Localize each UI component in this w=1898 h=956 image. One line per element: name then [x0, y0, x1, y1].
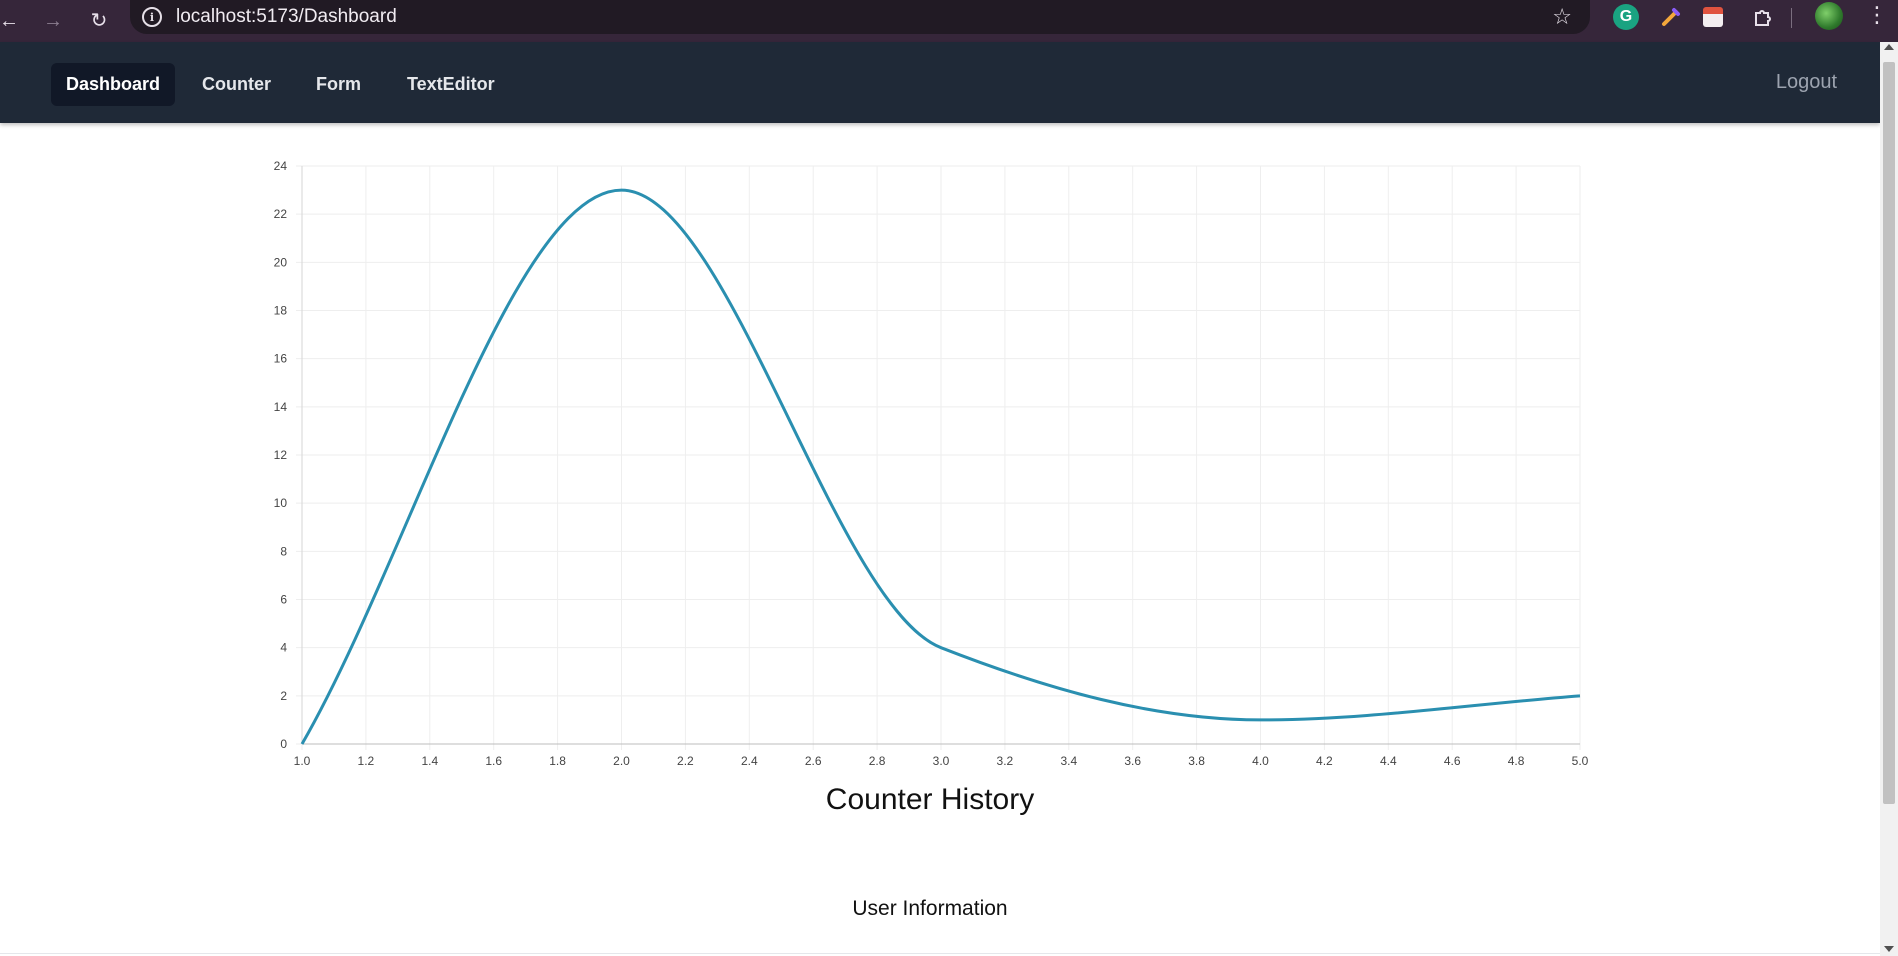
x-tick-label: 2.0 — [613, 754, 630, 768]
grammarly-icon[interactable]: G — [1613, 4, 1639, 30]
chart-title: Counter History — [825, 783, 1035, 816]
kebab-menu-icon[interactable]: ⋮ — [1866, 2, 1888, 27]
y-tick-label: 4 — [280, 641, 287, 655]
y-tick-label: 10 — [274, 496, 288, 510]
y-tick-label: 6 — [280, 593, 287, 607]
x-tick-label: 4.4 — [1380, 754, 1397, 768]
calendar-icon[interactable] — [1703, 7, 1723, 27]
x-tick-label: 3.8 — [1188, 754, 1205, 768]
user-information-heading: User Information — [852, 897, 1008, 920]
arrow-right-icon[interactable]: → — [43, 10, 63, 32]
x-tick-label: 2.8 — [869, 754, 886, 768]
x-tick-label: 4.8 — [1508, 754, 1525, 768]
scroll-down-icon[interactable] — [1884, 946, 1894, 952]
x-tick-label: 2.4 — [741, 754, 758, 768]
color-picker-icon[interactable] — [1658, 4, 1684, 30]
y-tick-label: 0 — [280, 737, 287, 751]
y-tick-label: 24 — [274, 159, 288, 173]
browser-toolbar: ← → ↻ i localhost:5173/Dashboard ☆ G ⋮ — [0, 0, 1898, 42]
x-tick-label: 4.0 — [1252, 754, 1269, 768]
nav-dashboard[interactable]: Dashboard — [51, 63, 176, 106]
x-tick-label: 1.4 — [421, 754, 438, 768]
puzzle-icon[interactable] — [1750, 4, 1776, 30]
y-tick-label: 16 — [274, 352, 288, 366]
scrollbar-thumb[interactable] — [1883, 62, 1895, 804]
y-tick-label: 12 — [274, 448, 288, 462]
y-tick-label: 2 — [280, 689, 287, 703]
x-tick-label: 1.6 — [485, 754, 502, 768]
x-tick-label: 4.2 — [1316, 754, 1333, 768]
x-tick-label: 2.2 — [677, 754, 694, 768]
avatar[interactable] — [1815, 2, 1843, 30]
x-tick-label: 5.0 — [1572, 754, 1589, 768]
address-bar[interactable]: i localhost:5173/Dashboard ☆ — [130, 0, 1590, 34]
y-tick-label: 22 — [274, 207, 288, 221]
x-tick-label: 1.2 — [358, 754, 375, 768]
toolbar-divider — [1791, 8, 1792, 28]
star-icon[interactable]: ☆ — [1552, 4, 1572, 29]
x-tick-label: 4.6 — [1444, 754, 1461, 768]
x-tick-label: 3.4 — [1060, 754, 1077, 768]
x-tick-label: 3.0 — [933, 754, 950, 768]
reload-icon[interactable]: ↻ — [90, 10, 108, 32]
y-tick-label: 18 — [274, 304, 288, 318]
nav-texteditor[interactable]: TextEditor — [407, 74, 495, 94]
y-tick-label: 14 — [274, 400, 288, 414]
x-tick-label: 3.2 — [997, 754, 1014, 768]
nav-form[interactable]: Form — [316, 74, 361, 94]
logout-button[interactable]: Logout — [1775, 71, 1837, 93]
scroll-up-icon[interactable] — [1884, 44, 1894, 50]
nav-counter[interactable]: Counter — [202, 74, 271, 94]
x-tick-label: 1.0 — [294, 754, 311, 768]
y-tick-label: 8 — [280, 544, 287, 558]
x-tick-label: 3.6 — [1124, 754, 1141, 768]
url-text[interactable]: localhost:5173/Dashboard — [176, 6, 397, 27]
section-divider — [0, 953, 1880, 954]
x-tick-label: 1.8 — [549, 754, 566, 768]
info-icon[interactable]: i — [142, 7, 162, 27]
counter-history-chart: 1.0 1.2 1.4 1.6 1.8 2.0 2.2 2.4 2.6 2.8 3.0 3.2 3.4 3… — [274, 159, 1589, 768]
x-tick-label: 2.6 — [805, 754, 822, 768]
app-navbar: Dashboard Counter Form TextEditor Logout — [0, 42, 1880, 123]
y-tick-label: 20 — [274, 255, 288, 269]
arrow-left-icon[interactable]: ← — [0, 10, 19, 32]
series-line — [300, 188, 1581, 745]
